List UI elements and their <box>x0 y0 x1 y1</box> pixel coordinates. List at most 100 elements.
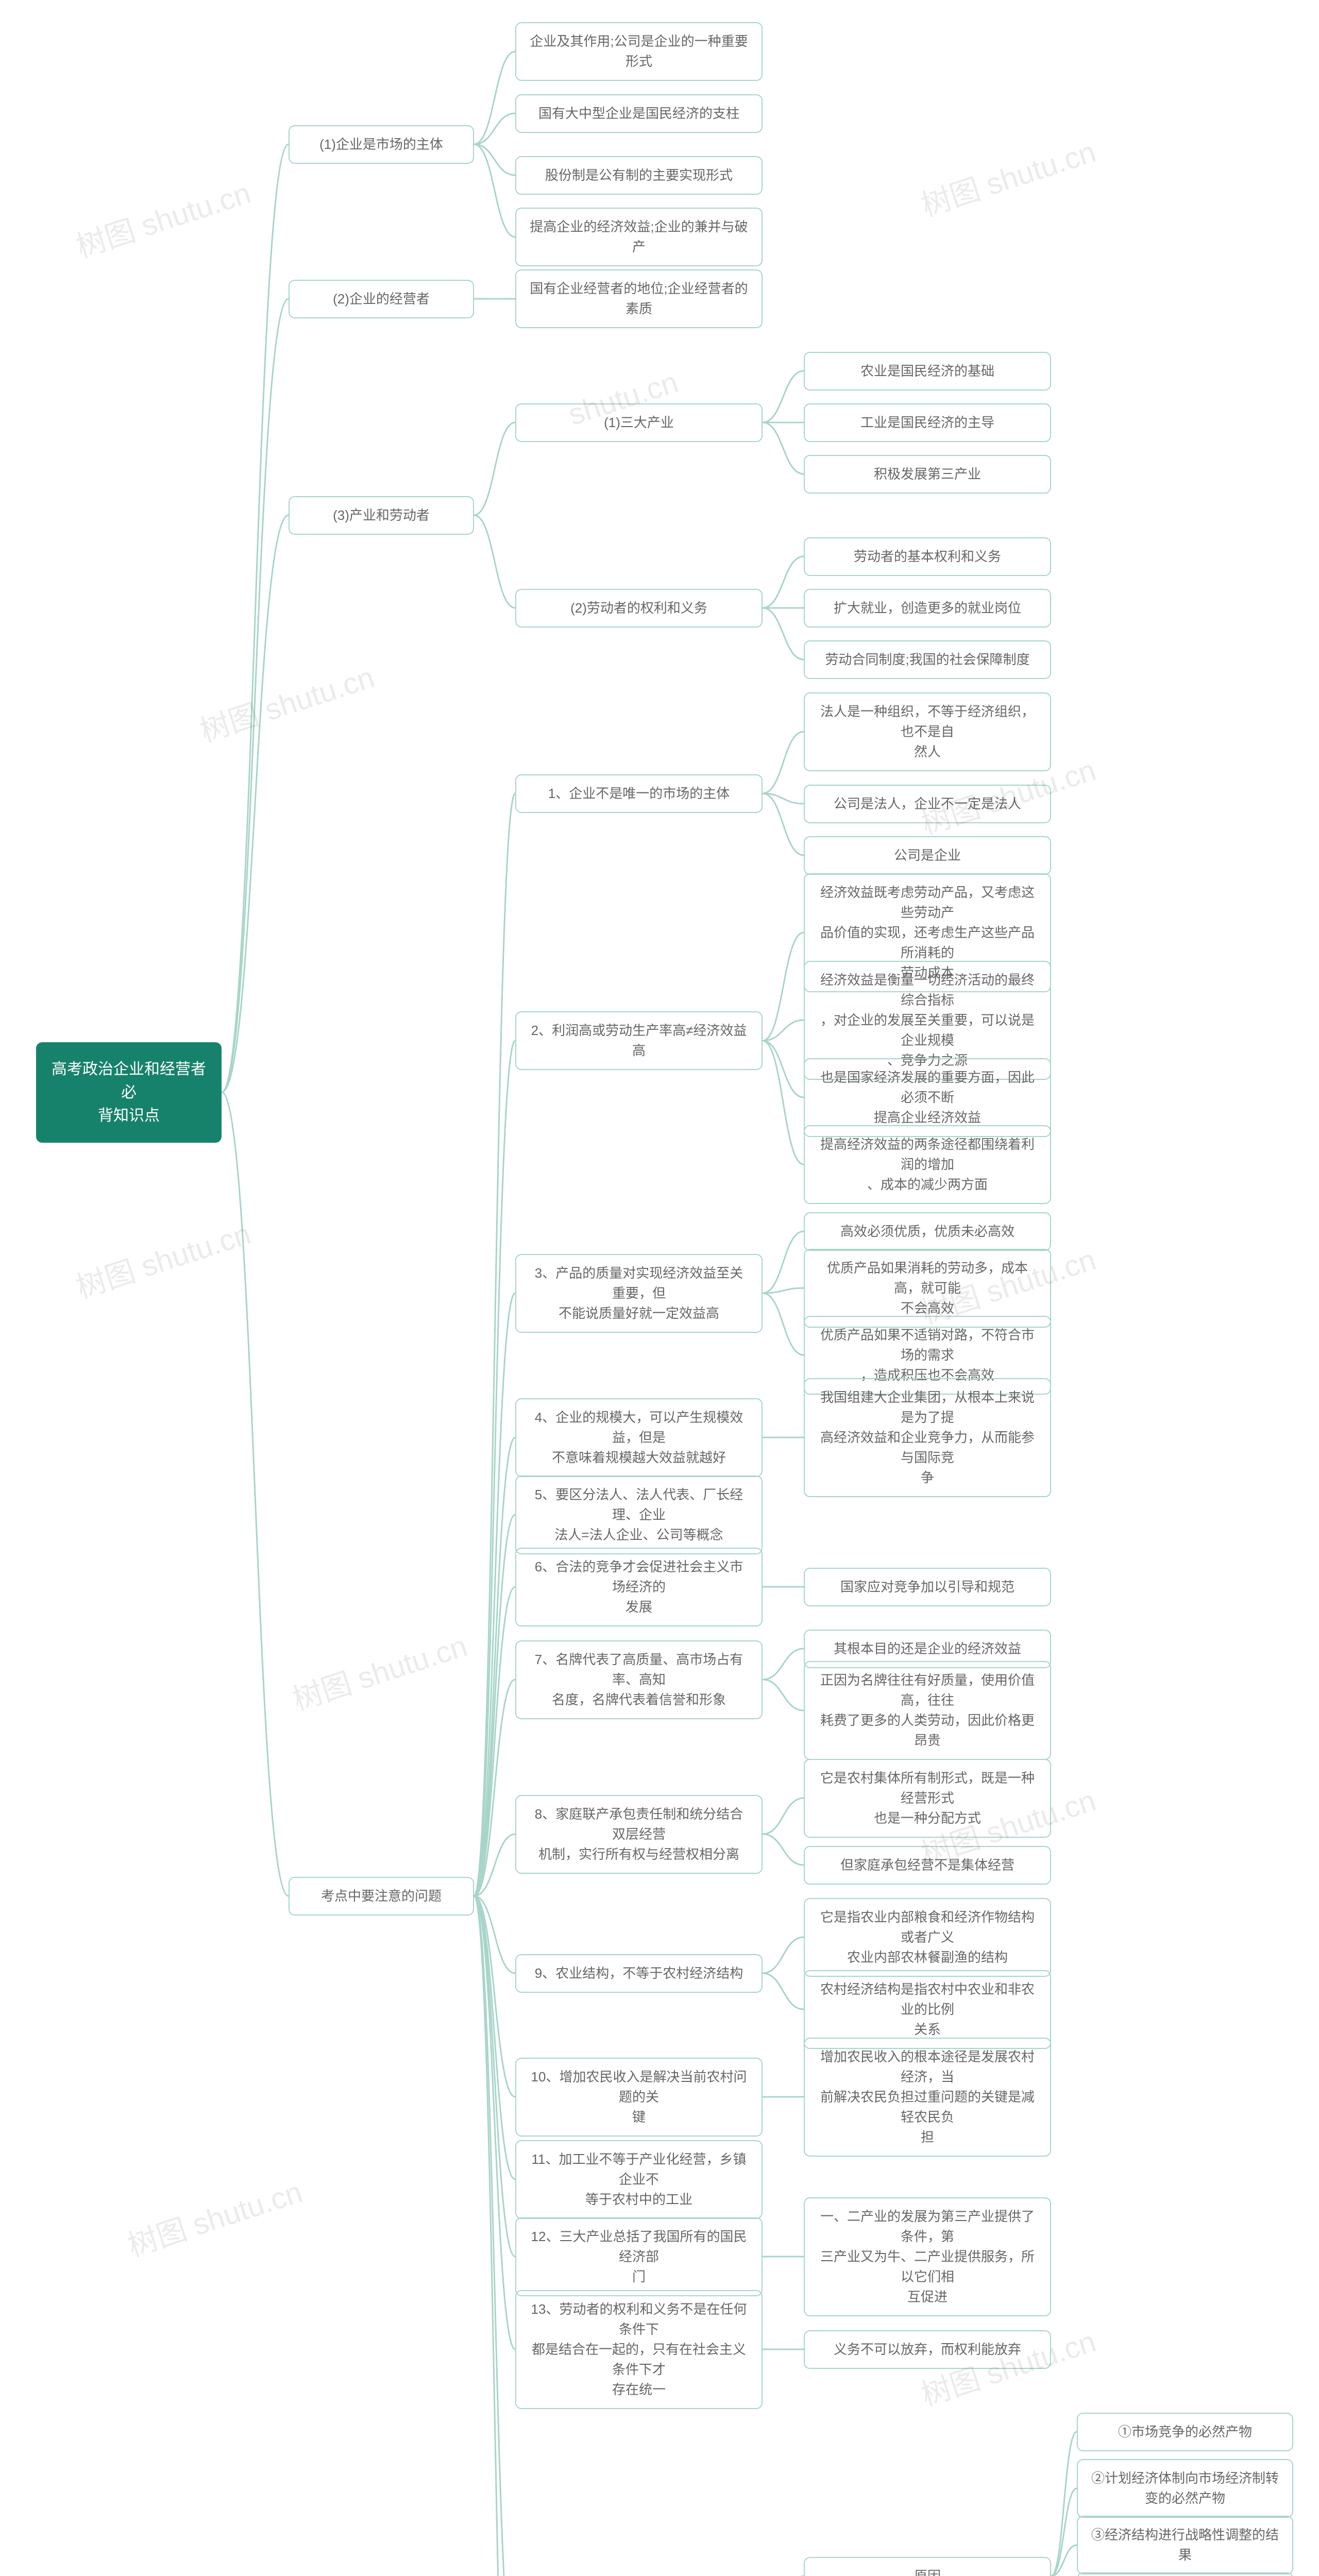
mindmap-node: 5、要区分法人、法人代表、厂长经理、企业 法人=法人企业、公司等概念 <box>515 1476 763 1554</box>
mindmap-node: 3、产品的质量对实现经济效益至关重要，但 不能说质量好就一定效益高 <box>515 1254 763 1333</box>
mindmap-node: ③经济结构进行战略性调整的结果 <box>1077 2516 1293 2574</box>
node-label: 一、二产业的发展为第三产业提供了条件，第 三产业又为牛、二产业提供服务，所以它们… <box>817 2207 1038 2307</box>
mindmap-node: 13、劳动者的权利和义务不是在任何条件下 都是结合在一起的，只有在社会主义条件下… <box>515 2290 763 2409</box>
mindmap-node: 8、家庭联产承包责任制和统分结合双层经营 机制，实行所有权与经营权相分离 <box>515 1795 763 1874</box>
node-label: 法人是一种组织，不等于经济组织，也不是自 然人 <box>817 702 1038 762</box>
node-label: 提高企业的经济效益;企业的兼并与破产 <box>529 217 749 257</box>
mindmap-node: (1)三大产业 <box>515 403 763 442</box>
node-label: 3、产品的质量对实现经济效益至关重要，但 不能说质量好就一定效益高 <box>529 1263 749 1324</box>
node-label: ①市场竞争的必然产物 <box>1118 2422 1252 2442</box>
mindmap-node: 提高企业的经济效益;企业的兼并与破产 <box>515 208 763 266</box>
node-label: 企业及其作用;公司是企业的一种重要形式 <box>529 31 749 72</box>
mindmap-node: ②计划经济体制向市场经济制转变的必然产物 <box>1077 2459 1293 2518</box>
mindmap-node: 12、三大产业总括了我国所有的国民经济部 门 <box>515 2217 763 2296</box>
node-label: 公司是企业 <box>894 845 961 866</box>
node-label: (2)劳动者的权利和义务 <box>570 598 707 618</box>
node-label: 6、合法的竞争才会促进社会主义市场经济的 发展 <box>529 1557 749 1617</box>
node-label: 积极发展第三产业 <box>874 464 981 484</box>
node-label: 考点中要注意的问题 <box>321 1886 442 1906</box>
node-label: 高效必须优质，优质未必高效 <box>840 1222 1014 1242</box>
root-node: 高考政治企业和经营者必 背知识点 <box>36 1042 222 1143</box>
mindmap-node: 它是指农业内部粮食和经济作物结构或者广义 农业内部农林餐副渔的结构 <box>804 1898 1051 1977</box>
mindmap-node: 但家庭承包经营不是集体经营 <box>804 1846 1051 1885</box>
mindmap-node: 正因为名牌往往有好质量，使用价值高，往往 耗费了更多的人类劳动，因此价格更昂贵 <box>804 1661 1051 1760</box>
mindmap-node: 一、二产业的发展为第三产业提供了条件，第 三产业又为牛、二产业提供服务，所以它们… <box>804 2197 1051 2316</box>
mindmap-node: (1)企业是市场的主体 <box>289 125 474 164</box>
node-label: 劳动者的基本权利和义务 <box>854 547 1001 567</box>
watermark: 树图 shutu.cn <box>70 1210 256 1307</box>
mindmap-node: 1、企业不是唯一的市场的主体 <box>515 774 763 813</box>
node-label: 4、企业的规模大，可以产生规模效益，但是 不意味着规模越大效益就越好 <box>529 1408 749 1468</box>
mindmap-node: (3)产业和劳动者 <box>289 496 474 535</box>
node-label: 它是农村集体所有制形式，既是一种经营形式 也是一种分配方式 <box>817 1768 1038 1828</box>
node-label: 它是指农业内部粮食和经济作物结构或者广义 农业内部农林餐副渔的结构 <box>817 1907 1038 1968</box>
mindmap-node: 积极发展第三产业 <box>804 455 1051 494</box>
node-label: 工业是国民经济的主导 <box>860 413 994 433</box>
node-label: 优质产品如果消耗的劳动多，成本高，就可能 不会高效 <box>817 1258 1038 1318</box>
node-label: 股份制是公有制的主要实现形式 <box>545 165 733 185</box>
node-label: 原因 <box>914 2566 941 2576</box>
node-label: (1)企业是市场的主体 <box>319 134 443 155</box>
node-label: 国有企业经营者的地位;企业经营者的素质 <box>529 279 749 319</box>
watermark: 树图 shutu.cn <box>194 653 379 750</box>
mindmap-node: 9、农业结构，不等于农村经济结构 <box>515 1954 763 1993</box>
mindmap-node: 股份制是公有制的主要实现形式 <box>515 156 763 195</box>
mindmap-node: 原因 <box>804 2557 1051 2576</box>
mindmap-node: ④计划经济时代，重复盲目建设的后遗症影响 <box>1077 2572 1293 2576</box>
mindmap-node: 7、名牌代表了高质量、高市场占有率、高知 名度，名牌代表着信誉和形象 <box>515 1640 763 1719</box>
mindmap-node: 国家应对竞争加以引导和规范 <box>804 1568 1051 1606</box>
mindmap-node: 农村经济结构是指农村中农业和非农业的比例 关系 <box>804 1970 1051 2049</box>
mindmap-node: 农业是国民经济的基础 <box>804 352 1051 391</box>
node-label: 12、三大产业总括了我国所有的国民经济部 门 <box>529 2227 749 2287</box>
node-label: 优质产品如果不适销对路，不符合市场的需求 ，造成积压也不会高效 <box>817 1325 1038 1385</box>
node-label: 1、企业不是唯一的市场的主体 <box>548 784 730 804</box>
node-label: 提高经济效益的两条途径都围绕着利润的增加 、成本的减少两方面 <box>817 1134 1038 1195</box>
mindmap-node: 它是农村集体所有制形式，既是一种经营形式 也是一种分配方式 <box>804 1759 1051 1838</box>
mindmap-node: 高效必须优质，优质未必高效 <box>804 1212 1051 1251</box>
mindmap-node: 义务不可以放弃，而权利能放弃 <box>804 2330 1051 2369</box>
node-label: 但家庭承包经营不是集体经营 <box>840 1855 1014 1875</box>
node-label: 国有大中型企业是国民经济的支柱 <box>538 104 739 124</box>
mindmap-node: (2)劳动者的权利和义务 <box>515 589 763 628</box>
mindmap-node: 公司是法人，企业不一定是法人 <box>804 785 1051 823</box>
mindmap-node: (2)企业的经营者 <box>289 280 474 318</box>
node-label: 农村经济结构是指农村中农业和非农业的比例 关系 <box>817 1979 1038 2040</box>
mindmap-node: 我国组建大企业集团，从根本上来说是为了提 高经济效益和企业竞争力，从而能参与国际… <box>804 1378 1051 1497</box>
mindmap-node: 劳动合同制度;我国的社会保障制度 <box>804 640 1051 679</box>
node-label: (1)三大产业 <box>604 413 674 433</box>
watermark: 树图 shutu.cn <box>286 1622 472 1719</box>
node-label: ②计划经济体制向市场经济制转变的必然产物 <box>1090 2468 1280 2509</box>
mindmap-container: 高考政治企业和经营者必 背知识点 (1)企业是市场的主体 企业及其作用;公司是企业的… <box>0 0 1319 2576</box>
node-label: 经济效益是衡量一切经济活动的最终综合指标 ，对企业的发展至关重要，可以说是企业规… <box>817 970 1038 1071</box>
node-label: 其根本目的还是企业的经济效益 <box>834 1639 1021 1659</box>
mindmap-node: 6、合法的竞争才会促进社会主义市场经济的 发展 <box>515 1548 763 1626</box>
watermark: 树图 shutu.cn <box>70 169 256 266</box>
node-label: (2)企业的经营者 <box>333 289 430 309</box>
node-label: 9、农业结构，不等于农村经济结构 <box>535 1963 743 1984</box>
mindmap-node: 公司是企业 <box>804 836 1051 875</box>
node-label: 增加农民收入的根本途径是发展农村经济，当 前解决农民负担过重问题的关键是减轻农民… <box>817 2047 1038 2147</box>
mindmap-node: 工业是国民经济的主导 <box>804 403 1051 442</box>
node-label: 也是国家经济发展的重要方面，因此必须不断 提高企业经济效益 <box>817 1067 1038 1128</box>
mindmap-node: 国有企业经营者的地位;企业经营者的素质 <box>515 269 763 328</box>
node-label: 劳动合同制度;我国的社会保障制度 <box>825 650 1029 670</box>
node-label: 扩大就业，创造更多的就业岗位 <box>834 598 1021 618</box>
node-label: 高考政治企业和经营者必 背知识点 <box>52 1058 206 1127</box>
node-label: 农业是国民经济的基础 <box>860 361 994 381</box>
node-label: ③经济结构进行战略性调整的结果 <box>1090 2525 1280 2565</box>
node-label: 11、加工业不等于产业化经营，乡镇企业不 等于农村中的工业 <box>529 2149 749 2210</box>
mindmap-node: 增加农民收入的根本途径是发展农村经济，当 前解决农民负担过重问题的关键是减轻农民… <box>804 2038 1051 2157</box>
mindmap-node: 国有大中型企业是国民经济的支柱 <box>515 94 763 133</box>
mindmap-node: 4、企业的规模大，可以产生规模效益，但是 不意味着规模越大效益就越好 <box>515 1398 763 1477</box>
mindmap-node: 提高经济效益的两条途径都围绕着利润的增加 、成本的减少两方面 <box>804 1125 1051 1204</box>
node-label: (3)产业和劳动者 <box>333 505 430 526</box>
mindmap-node: 扩大就业，创造更多的就业岗位 <box>804 589 1051 628</box>
node-label: 义务不可以放弃，而权利能放弃 <box>834 2340 1021 2360</box>
node-label: 10、增加农民收入是解决当前农村问题的关 键 <box>529 2067 749 2127</box>
node-label: 2、利润高或劳动生产率高≠经济效益高 <box>529 1021 749 1061</box>
mindmap-node: 考点中要注意的问题 <box>289 1877 474 1916</box>
mindmap-node: 劳动者的基本权利和义务 <box>804 537 1051 576</box>
node-label: 我国组建大企业集团，从根本上来说是为了提 高经济效益和企业竞争力，从而能参与国际… <box>817 1387 1038 1488</box>
mindmap-node: 法人是一种组织，不等于经济组织，也不是自 然人 <box>804 692 1051 771</box>
node-label: 公司是法人，企业不一定是法人 <box>834 794 1021 814</box>
